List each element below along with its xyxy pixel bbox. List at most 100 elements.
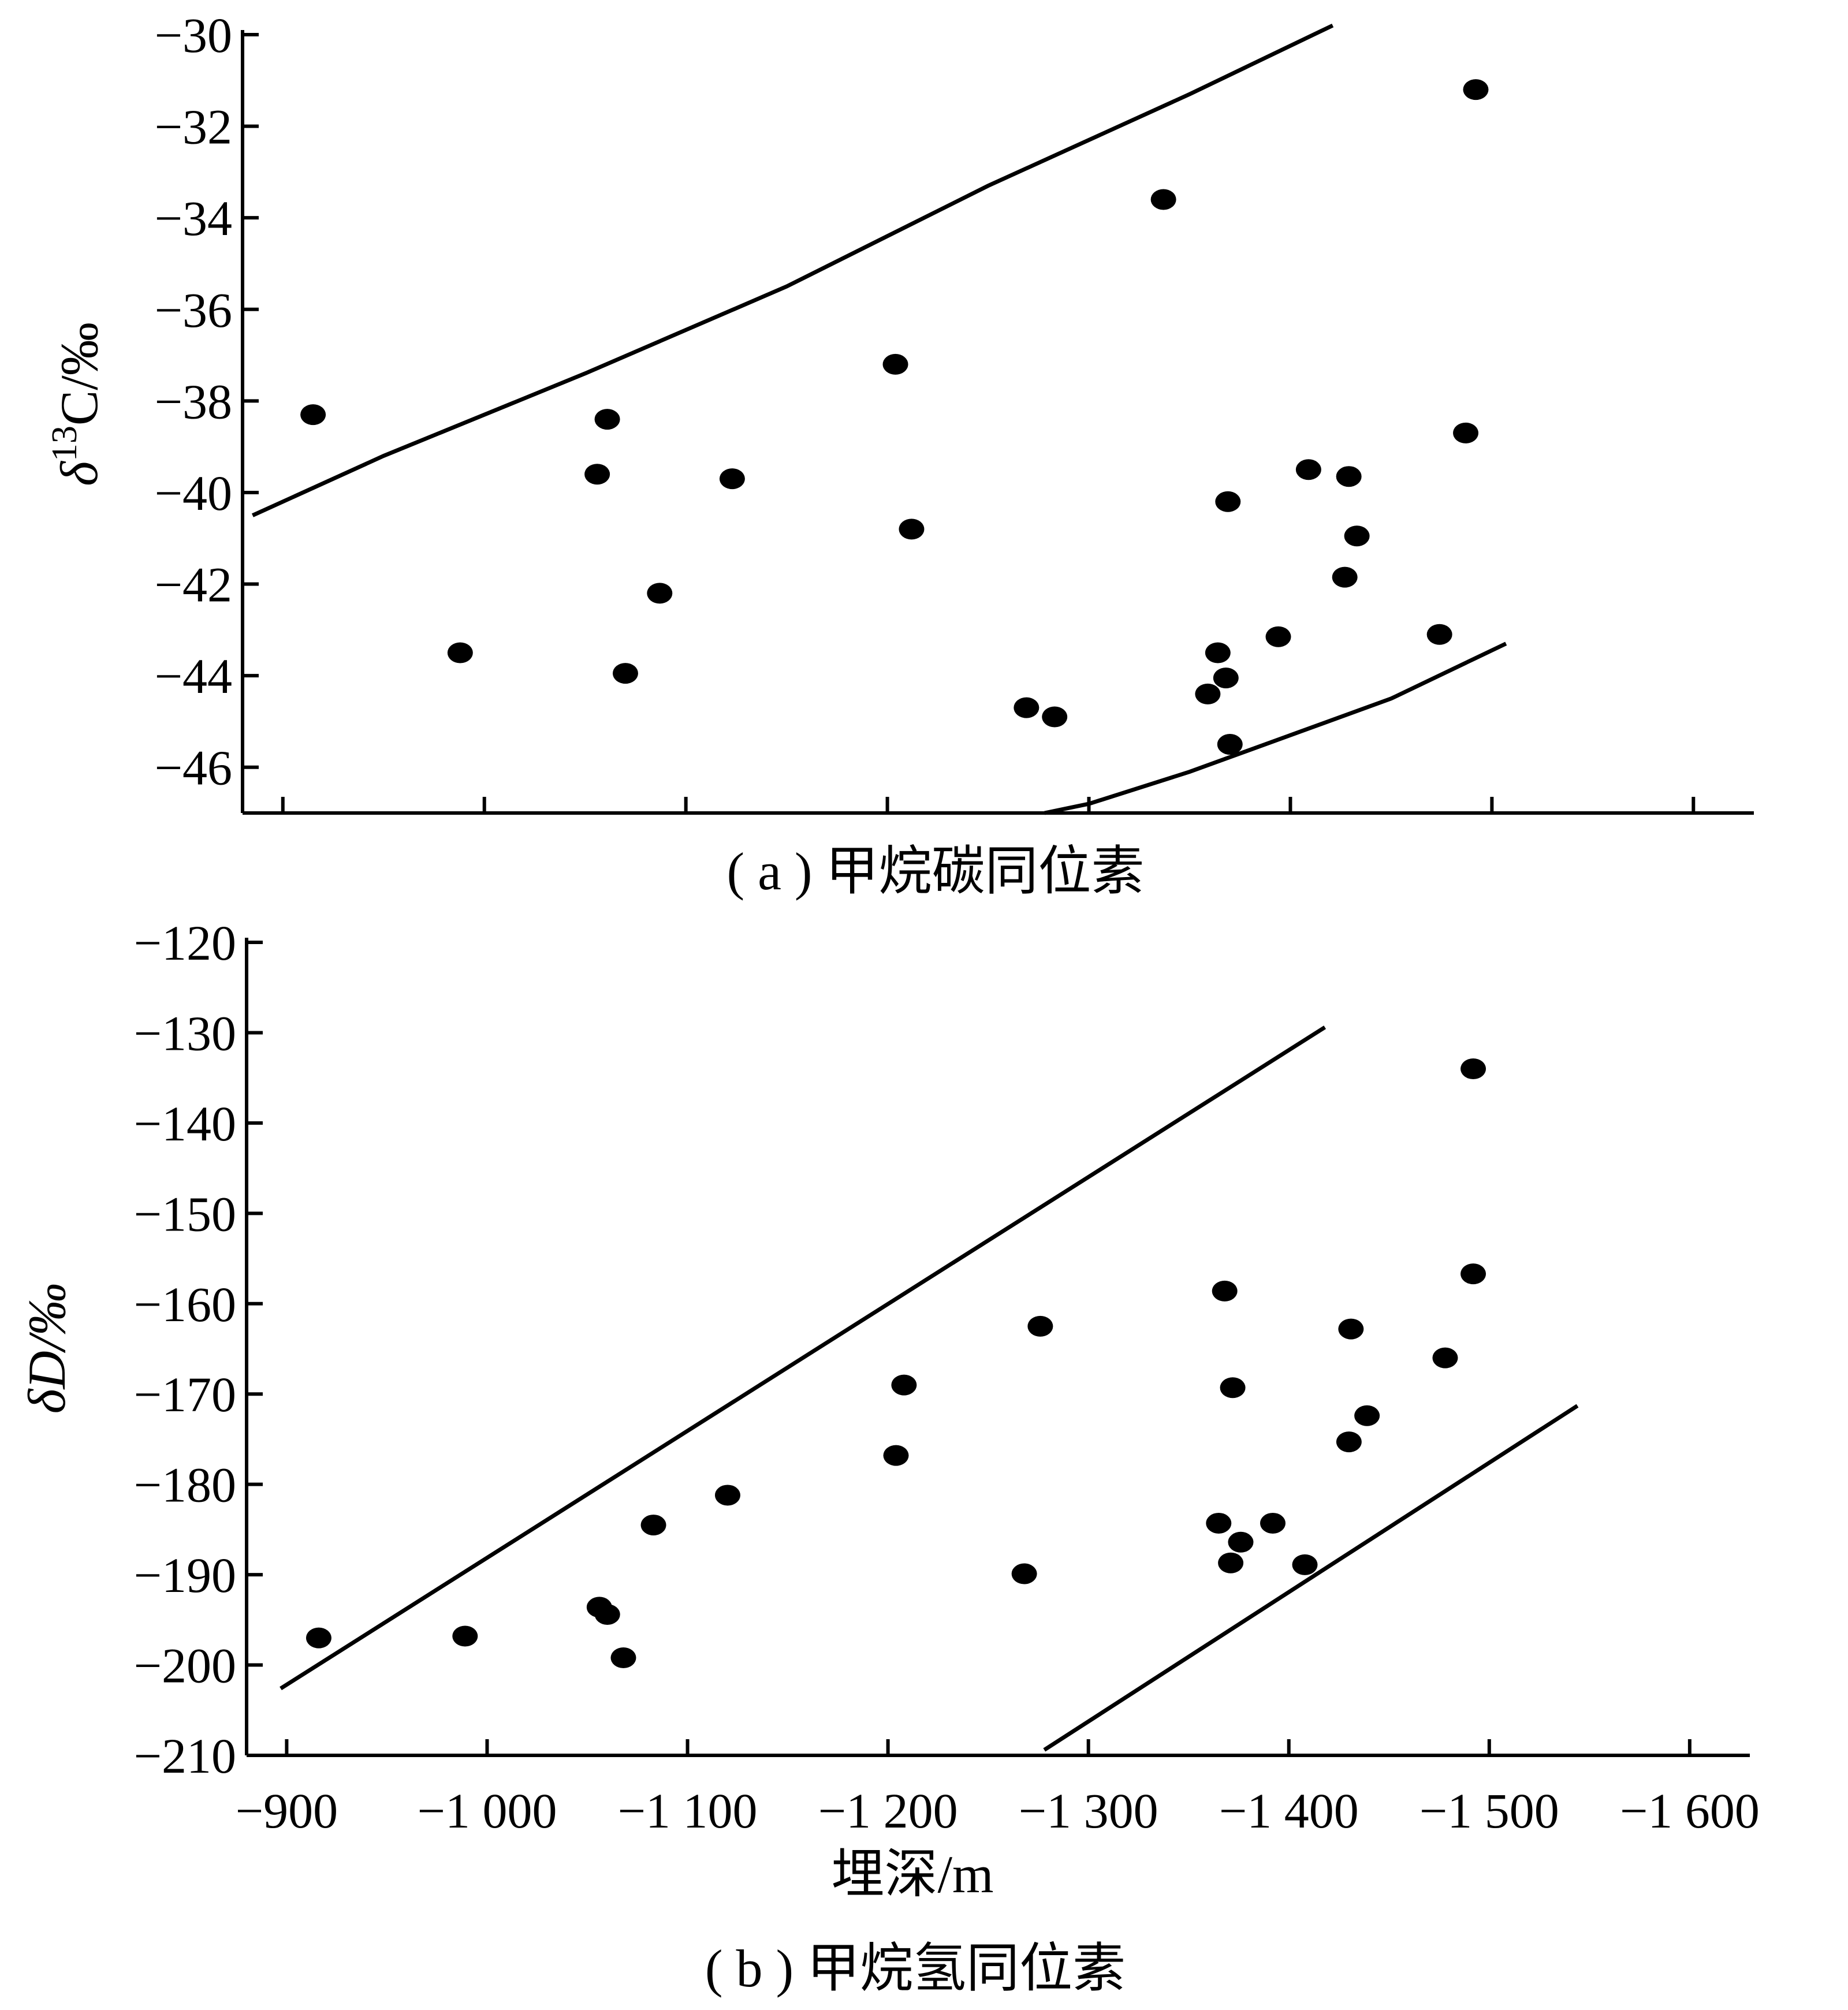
x-tick-label: −1 600 (1620, 1783, 1760, 1839)
data-point (882, 353, 908, 375)
data-point (1432, 1347, 1458, 1368)
data-point (594, 1603, 620, 1625)
data-point (1014, 697, 1040, 718)
y-tick-label: −46 (154, 740, 232, 796)
data-point (452, 1625, 478, 1647)
data-point (899, 519, 925, 540)
panel-a-data-points (300, 79, 1489, 755)
data-point (1354, 1405, 1380, 1426)
data-point (891, 1374, 917, 1396)
data-point (300, 404, 326, 426)
y-tick-label: −38 (154, 374, 232, 429)
data-point (584, 464, 610, 485)
panel-b-x-axis-title: 埋深/m (831, 1845, 993, 1904)
y-title-superscript: 13 (45, 426, 84, 461)
panel-a-axes (241, 30, 1754, 815)
data-point (719, 468, 745, 490)
y-tick-label: −170 (133, 1367, 236, 1422)
y-tick-label: −40 (154, 465, 232, 521)
panel-a-y-ticks: −30 −32 −34 −36 −38 −40 −42 −44 −46 (154, 8, 259, 796)
data-point (640, 1515, 666, 1536)
panel-a-caption: ( a ) 甲烷碳同位素 (726, 842, 1144, 901)
panel-b-boundary-lines (280, 1025, 1579, 1752)
data-point (1212, 1280, 1238, 1302)
y-tick-label: −150 (133, 1186, 236, 1241)
data-point (305, 1627, 331, 1649)
data-point (1220, 1377, 1246, 1399)
data-point (1011, 1563, 1037, 1584)
panel-a-methane-carbon-isotope: −30 −32 −34 −36 −38 −40 −42 −44 −46 δ13C/‰ ( a )… (45, 8, 1754, 901)
data-point (1336, 466, 1362, 487)
boundary-line (1044, 642, 1507, 815)
y-tick-label: −42 (154, 557, 232, 613)
x-tick-label: −1 500 (1419, 1783, 1559, 1839)
y-tick-label: −130 (133, 1005, 236, 1061)
y-tick-label: −30 (154, 8, 232, 63)
x-tick-label: −1 000 (417, 1783, 557, 1839)
x-tick-label: −1 100 (618, 1783, 758, 1839)
panel-b-methane-hydrogen-isotope: −120 −130 −140 −150 −160 −170 −180 −190 −200 −210… (17, 915, 1760, 1998)
y-tick-label: −32 (154, 99, 232, 155)
data-point (594, 409, 620, 430)
x-tick-label: −1 300 (1019, 1783, 1158, 1839)
data-point (612, 663, 638, 684)
panel-a-y-axis-title: δ13C/‰ (45, 322, 109, 486)
data-point (1215, 491, 1241, 512)
data-point (1344, 525, 1370, 547)
y-tick-label: −44 (154, 648, 232, 704)
data-point (1228, 1531, 1254, 1553)
y-title-delta: δD/‰ (17, 1283, 76, 1414)
y-tick-label: −160 (133, 1277, 236, 1332)
data-point (1260, 1512, 1286, 1534)
data-point (1338, 1318, 1364, 1340)
data-point (1460, 1058, 1486, 1080)
data-point (1027, 1315, 1053, 1337)
panel-b-x-ticks: −900 −1 000 −1 100 −1 200 −1 300 −1 400 −1 500… (236, 1739, 1760, 1839)
data-point (1195, 683, 1221, 704)
data-point (1295, 459, 1321, 480)
data-point (1206, 1512, 1232, 1534)
data-point (1213, 667, 1239, 689)
panel-b-caption: ( b ) 甲烷氢同位素 (705, 1939, 1126, 1998)
panel-b-axes (245, 938, 1750, 1757)
x-tick-label: −900 (236, 1783, 338, 1839)
data-point (447, 642, 473, 663)
data-point (610, 1647, 636, 1669)
y-tick-label: −190 (133, 1547, 236, 1603)
data-point (1332, 566, 1358, 588)
x-tick-label: −1 400 (1219, 1783, 1359, 1839)
y-title-delta: δ (50, 461, 109, 486)
y-title-suffix: C/‰ (50, 322, 109, 426)
data-point (1463, 79, 1489, 100)
data-point (883, 1445, 909, 1466)
data-point (1336, 1431, 1362, 1453)
y-tick-label: −120 (133, 915, 236, 971)
data-point (1205, 642, 1231, 663)
data-point (1292, 1554, 1318, 1575)
boundary-line (1043, 1404, 1579, 1752)
panel-a-x-ticks (281, 797, 1696, 813)
y-tick-label: −210 (133, 1728, 236, 1784)
data-point (1453, 422, 1479, 443)
y-tick-label: −200 (133, 1638, 236, 1694)
y-tick-label: −34 (154, 191, 232, 246)
data-point (1265, 626, 1291, 647)
data-point (1217, 734, 1243, 755)
x-tick-label: −1 200 (818, 1783, 958, 1839)
data-point (1426, 624, 1452, 645)
y-tick-label: −36 (154, 282, 232, 338)
panel-b-data-points (305, 1058, 1486, 1669)
data-point (1218, 1552, 1244, 1573)
y-tick-label: −180 (133, 1457, 236, 1513)
panel-b-y-axis-title: δD/‰ (17, 1283, 76, 1414)
data-point (714, 1485, 740, 1506)
panel-a-boundary-lines (251, 23, 1507, 815)
y-tick-label: −140 (133, 1096, 236, 1151)
boundary-line (251, 23, 1334, 517)
data-point (1460, 1263, 1486, 1285)
data-point (1150, 189, 1176, 210)
data-point (647, 583, 673, 604)
data-point (1042, 706, 1068, 728)
